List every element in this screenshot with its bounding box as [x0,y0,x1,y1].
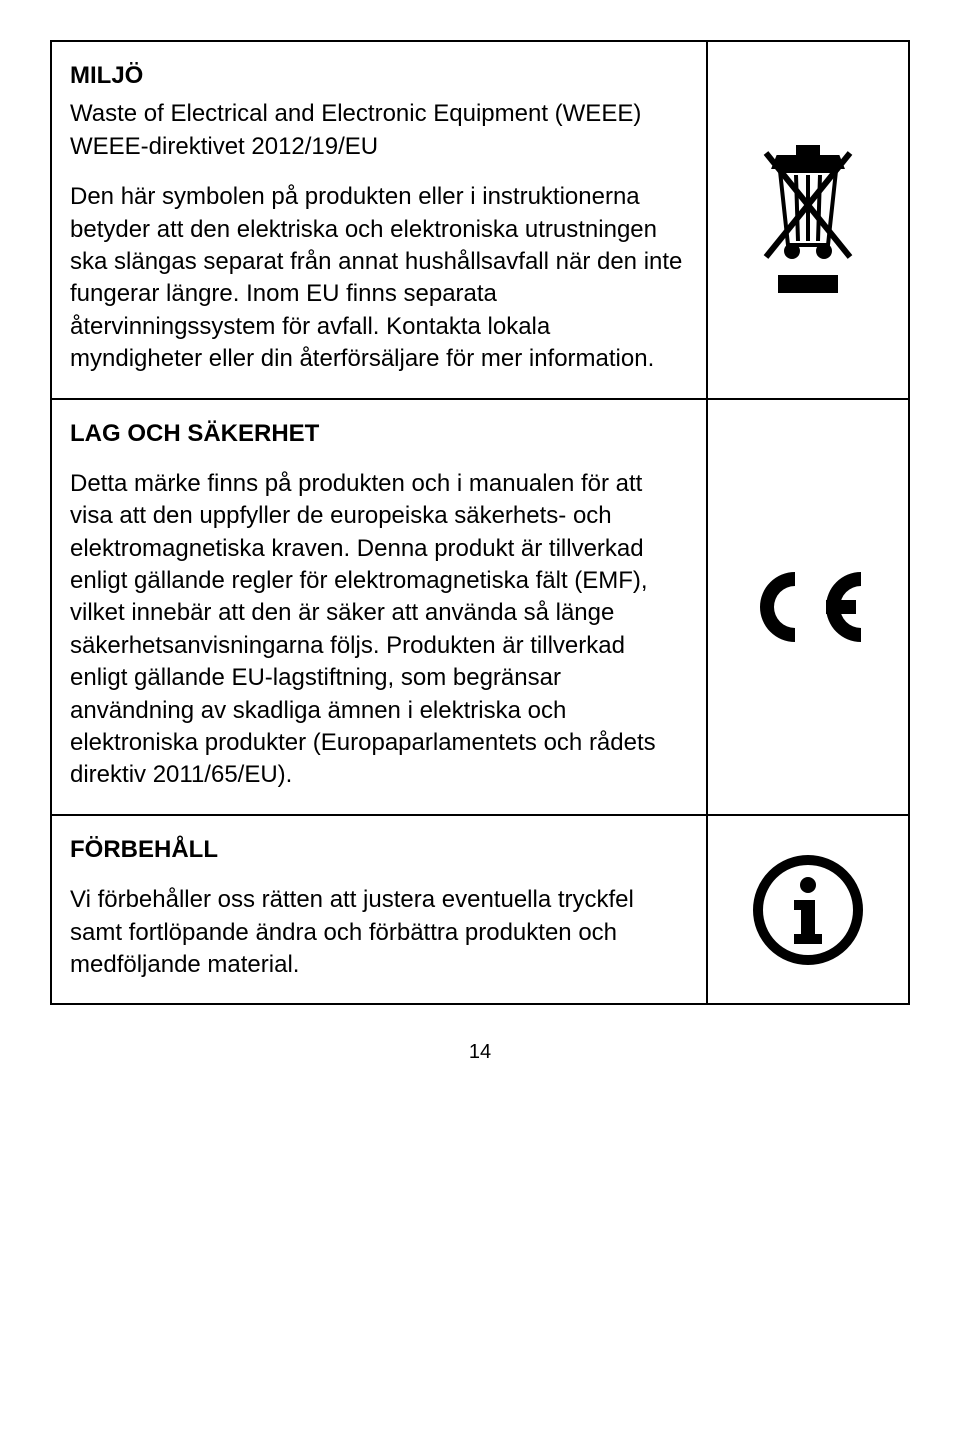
page-number: 14 [50,1041,910,1064]
miljo-body: Den här symbolen på produkten eller i in… [70,181,688,375]
miljo-line1: Waste of Electrical and Electronic Equip… [70,98,688,130]
weee-icon [748,135,868,305]
lag-body: Detta märke finns på produkten och i man… [70,468,688,792]
cell-lag-icon [708,400,908,814]
ce-mark-icon [743,562,873,652]
cell-lag-text: LAG OCH SÄKERHET Detta märke finns på pr… [52,400,708,814]
heading-miljo: MILJÖ [70,60,688,92]
row-forbehall: FÖRBEHÅLL Vi förbehåller oss rätten att … [52,816,908,1004]
info-icon [748,850,868,970]
page: MILJÖ Waste of Electrical and Electronic… [0,0,960,1094]
info-table: MILJÖ Waste of Electrical and Electronic… [50,40,910,1005]
row-lag: LAG OCH SÄKERHET Detta märke finns på pr… [52,400,908,816]
heading-forbehall: FÖRBEHÅLL [70,834,688,866]
cell-miljo-text: MILJÖ Waste of Electrical and Electronic… [52,42,708,398]
row-miljo: MILJÖ Waste of Electrical and Electronic… [52,42,908,400]
cell-forbehall-text: FÖRBEHÅLL Vi förbehåller oss rätten att … [52,816,708,1004]
cell-forbehall-icon [708,816,908,1004]
heading-lag: LAG OCH SÄKERHET [70,418,688,450]
forbehall-body: Vi förbehåller oss rätten att justera ev… [70,884,688,981]
cell-miljo-icon [708,42,908,398]
miljo-line2: WEEE-direktivet 2012/19/EU [70,131,688,163]
